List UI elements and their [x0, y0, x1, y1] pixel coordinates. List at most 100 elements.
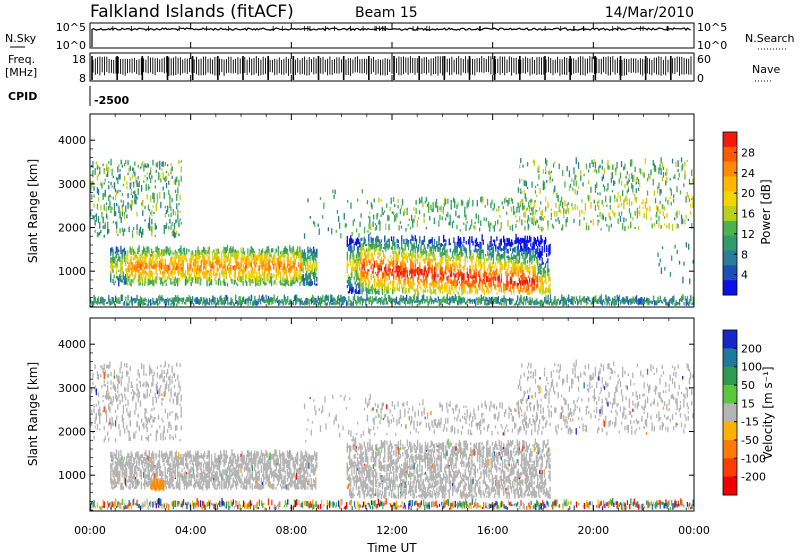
power-cell	[289, 271, 291, 277]
power-cell	[214, 297, 216, 304]
power-cell	[667, 301, 669, 306]
power-cell	[371, 238, 373, 241]
power-cell	[336, 296, 339, 301]
power-cell	[246, 282, 248, 286]
power-cell	[372, 237, 374, 244]
power-cell	[484, 299, 486, 306]
power-cell	[356, 249, 359, 254]
power-cell	[179, 210, 181, 213]
power-cell	[435, 281, 437, 287]
power-cell	[120, 217, 122, 224]
power-cell	[626, 190, 628, 194]
power-cell	[246, 264, 248, 269]
power-cell	[299, 275, 301, 280]
power-cell	[224, 294, 227, 301]
power-cell	[453, 272, 455, 276]
power-cell	[633, 298, 635, 302]
power-cell	[509, 225, 511, 230]
power-cell	[391, 211, 393, 214]
power-cell	[271, 300, 273, 305]
power-cell	[359, 260, 361, 267]
power-cell	[349, 302, 351, 306]
power-cell	[365, 299, 367, 306]
power-cell	[258, 295, 260, 302]
power-cell	[423, 289, 425, 293]
power-cell	[609, 204, 611, 210]
power-cell	[152, 265, 154, 269]
power-cell	[194, 298, 196, 303]
power-cell	[635, 178, 637, 185]
power-cell	[360, 277, 362, 284]
power-cell	[448, 222, 450, 226]
power-cell	[642, 200, 644, 203]
power-cell	[611, 209, 614, 214]
power-cell	[443, 245, 445, 251]
power-cell	[146, 177, 148, 180]
power-cell	[208, 273, 210, 276]
power-cell	[441, 243, 444, 246]
power-cell	[525, 208, 528, 212]
power-cell	[439, 262, 441, 266]
power-cell	[174, 219, 177, 224]
power-cell	[428, 267, 430, 274]
power-cell	[612, 297, 614, 302]
power-cell	[410, 249, 412, 256]
power-cell	[634, 167, 636, 171]
power-cell	[251, 301, 254, 306]
power-cell	[366, 200, 369, 205]
power-cell	[625, 296, 627, 302]
power-cell	[156, 192, 159, 198]
power-cell	[402, 295, 404, 301]
power-cell	[228, 302, 230, 305]
power-cell	[379, 241, 381, 248]
power-cell	[536, 298, 538, 306]
power-cell	[133, 181, 135, 186]
power-cell	[593, 159, 595, 164]
power-cell	[105, 206, 108, 213]
power-cell	[303, 233, 306, 239]
power-cell	[682, 218, 684, 224]
power-cell	[443, 234, 445, 241]
power-cell	[590, 201, 592, 209]
power-cell	[432, 277, 435, 283]
power-cell	[413, 300, 416, 304]
power-cell	[124, 301, 126, 306]
power-cell	[269, 258, 272, 263]
power-cell	[565, 299, 567, 306]
power-cell	[439, 207, 441, 211]
power-cell	[231, 254, 233, 257]
power-cell	[449, 258, 452, 262]
power-cell	[171, 231, 173, 236]
power-cell	[358, 264, 360, 267]
power-cell	[101, 211, 103, 217]
power-cell	[176, 176, 178, 182]
power-cell	[199, 271, 201, 274]
power-cell	[501, 303, 503, 306]
power-cell	[458, 251, 461, 256]
power-cell	[120, 266, 122, 270]
power-cell	[310, 265, 312, 271]
power-cell	[518, 301, 520, 306]
power-cell	[650, 300, 652, 305]
power-cell	[378, 253, 380, 258]
power-cell	[643, 213, 645, 219]
power-cell	[361, 237, 363, 241]
power-cell	[368, 285, 370, 290]
power-cell	[398, 287, 401, 292]
power-cell	[312, 271, 315, 279]
power-cell	[455, 272, 457, 278]
power-cell	[370, 265, 372, 270]
power-cell	[240, 263, 242, 268]
power-cell	[315, 258, 317, 261]
power-cell	[417, 217, 420, 220]
power-cell	[305, 298, 307, 305]
power-cell	[250, 262, 252, 268]
power-cell	[148, 265, 150, 270]
power-cell	[424, 255, 427, 260]
power-cell	[429, 262, 431, 268]
power-cell	[159, 160, 161, 165]
power-cell	[174, 249, 176, 254]
power-cell	[447, 262, 449, 267]
power-cell	[113, 265, 115, 268]
power-cell	[361, 245, 363, 251]
